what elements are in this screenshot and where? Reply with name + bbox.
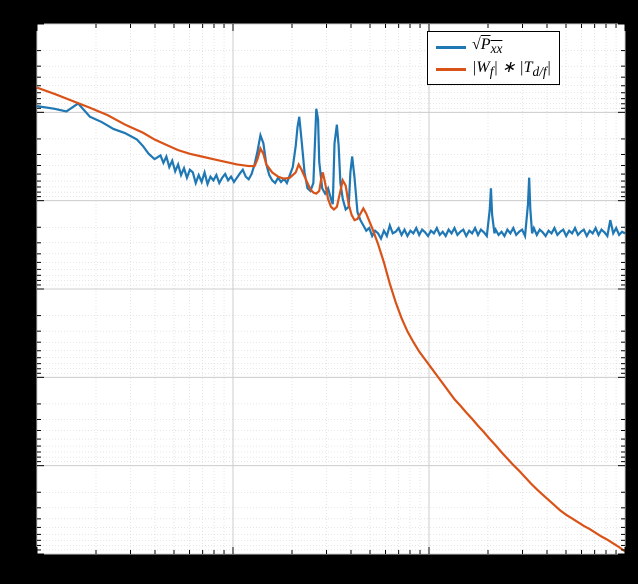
legend-item-0: √Pxx	[436, 36, 551, 58]
grid-group	[37, 24, 625, 554]
legend-swatch	[436, 68, 466, 71]
legend-item-1: |Wf| ∗ |Td/f|	[436, 58, 551, 80]
legend: √Pxx|Wf| ∗ |Td/f|	[427, 31, 560, 85]
plot-area	[35, 22, 627, 556]
series-group	[37, 88, 625, 552]
chart-svg	[37, 24, 625, 554]
legend-label: |Wf| ∗ |Td/f|	[472, 57, 551, 80]
legend-swatch	[436, 46, 466, 49]
legend-label: √Pxx	[472, 36, 502, 57]
series-wf_tdf	[37, 88, 625, 552]
